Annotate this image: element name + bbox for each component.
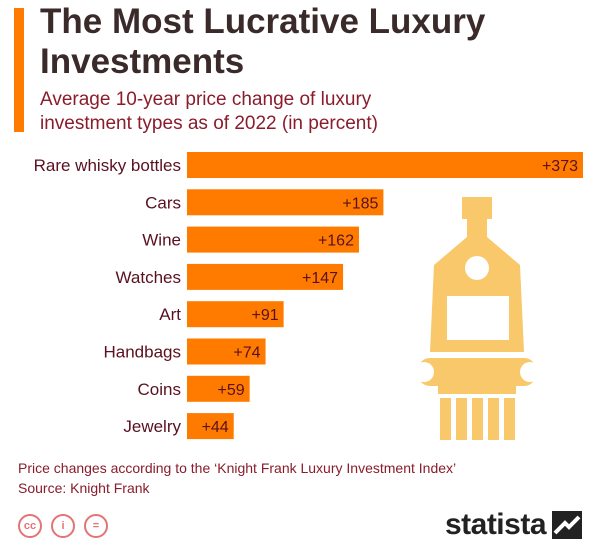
value-label: +162 (318, 233, 354, 250)
statista-mark-icon (552, 511, 582, 539)
statista-wordmark: statista (444, 508, 547, 541)
index-note: Price changes according to the ‘Knight F… (18, 460, 457, 476)
chart-title: The Most Lucrative Luxury Investments (40, 2, 486, 81)
category-label: Cars (145, 193, 181, 212)
bar[interactable] (187, 338, 266, 365)
chart-subtitle: Average 10-year price change of luxury i… (40, 89, 378, 134)
bar[interactable] (187, 301, 284, 328)
bar[interactable] (187, 189, 384, 216)
category-label: Rare whisky bottles (34, 156, 181, 175)
creative-commons-icon[interactable]: cc (18, 514, 42, 538)
category-label: Coins (138, 380, 181, 399)
chart-notes: Price changes according to the ‘Knight F… (18, 458, 578, 498)
value-label: +147 (302, 270, 338, 287)
bar[interactable] (187, 152, 583, 178)
attribution-icon[interactable]: i (51, 514, 75, 538)
bar[interactable] (187, 263, 344, 290)
category-label: Jewelry (123, 417, 181, 436)
value-label: +373 (542, 158, 578, 175)
source-note: Source: Knight Frank (18, 480, 150, 496)
category-label: Handbags (103, 343, 181, 362)
bar[interactable] (187, 375, 250, 402)
bar[interactable] (187, 413, 234, 440)
title-accent-bar (14, 8, 24, 132)
value-label: +74 (233, 345, 260, 362)
license-icons: cc i = (18, 514, 108, 538)
bar[interactable] (187, 226, 359, 253)
category-label: Wine (142, 231, 181, 250)
bar-chart: Rare whisky bottles +373 Cars +185 Wine +162 W… (34, 152, 583, 440)
value-label: +44 (202, 419, 229, 436)
category-label: Watches (115, 268, 181, 287)
value-label: +185 (342, 195, 378, 212)
category-label: Art (159, 305, 181, 324)
no-derivatives-icon[interactable]: = (84, 514, 108, 538)
value-label: +91 (251, 307, 278, 324)
whisky-bottle-illustration (414, 197, 540, 440)
value-label: +59 (217, 382, 244, 399)
statista-logo[interactable]: statista (445, 508, 582, 542)
